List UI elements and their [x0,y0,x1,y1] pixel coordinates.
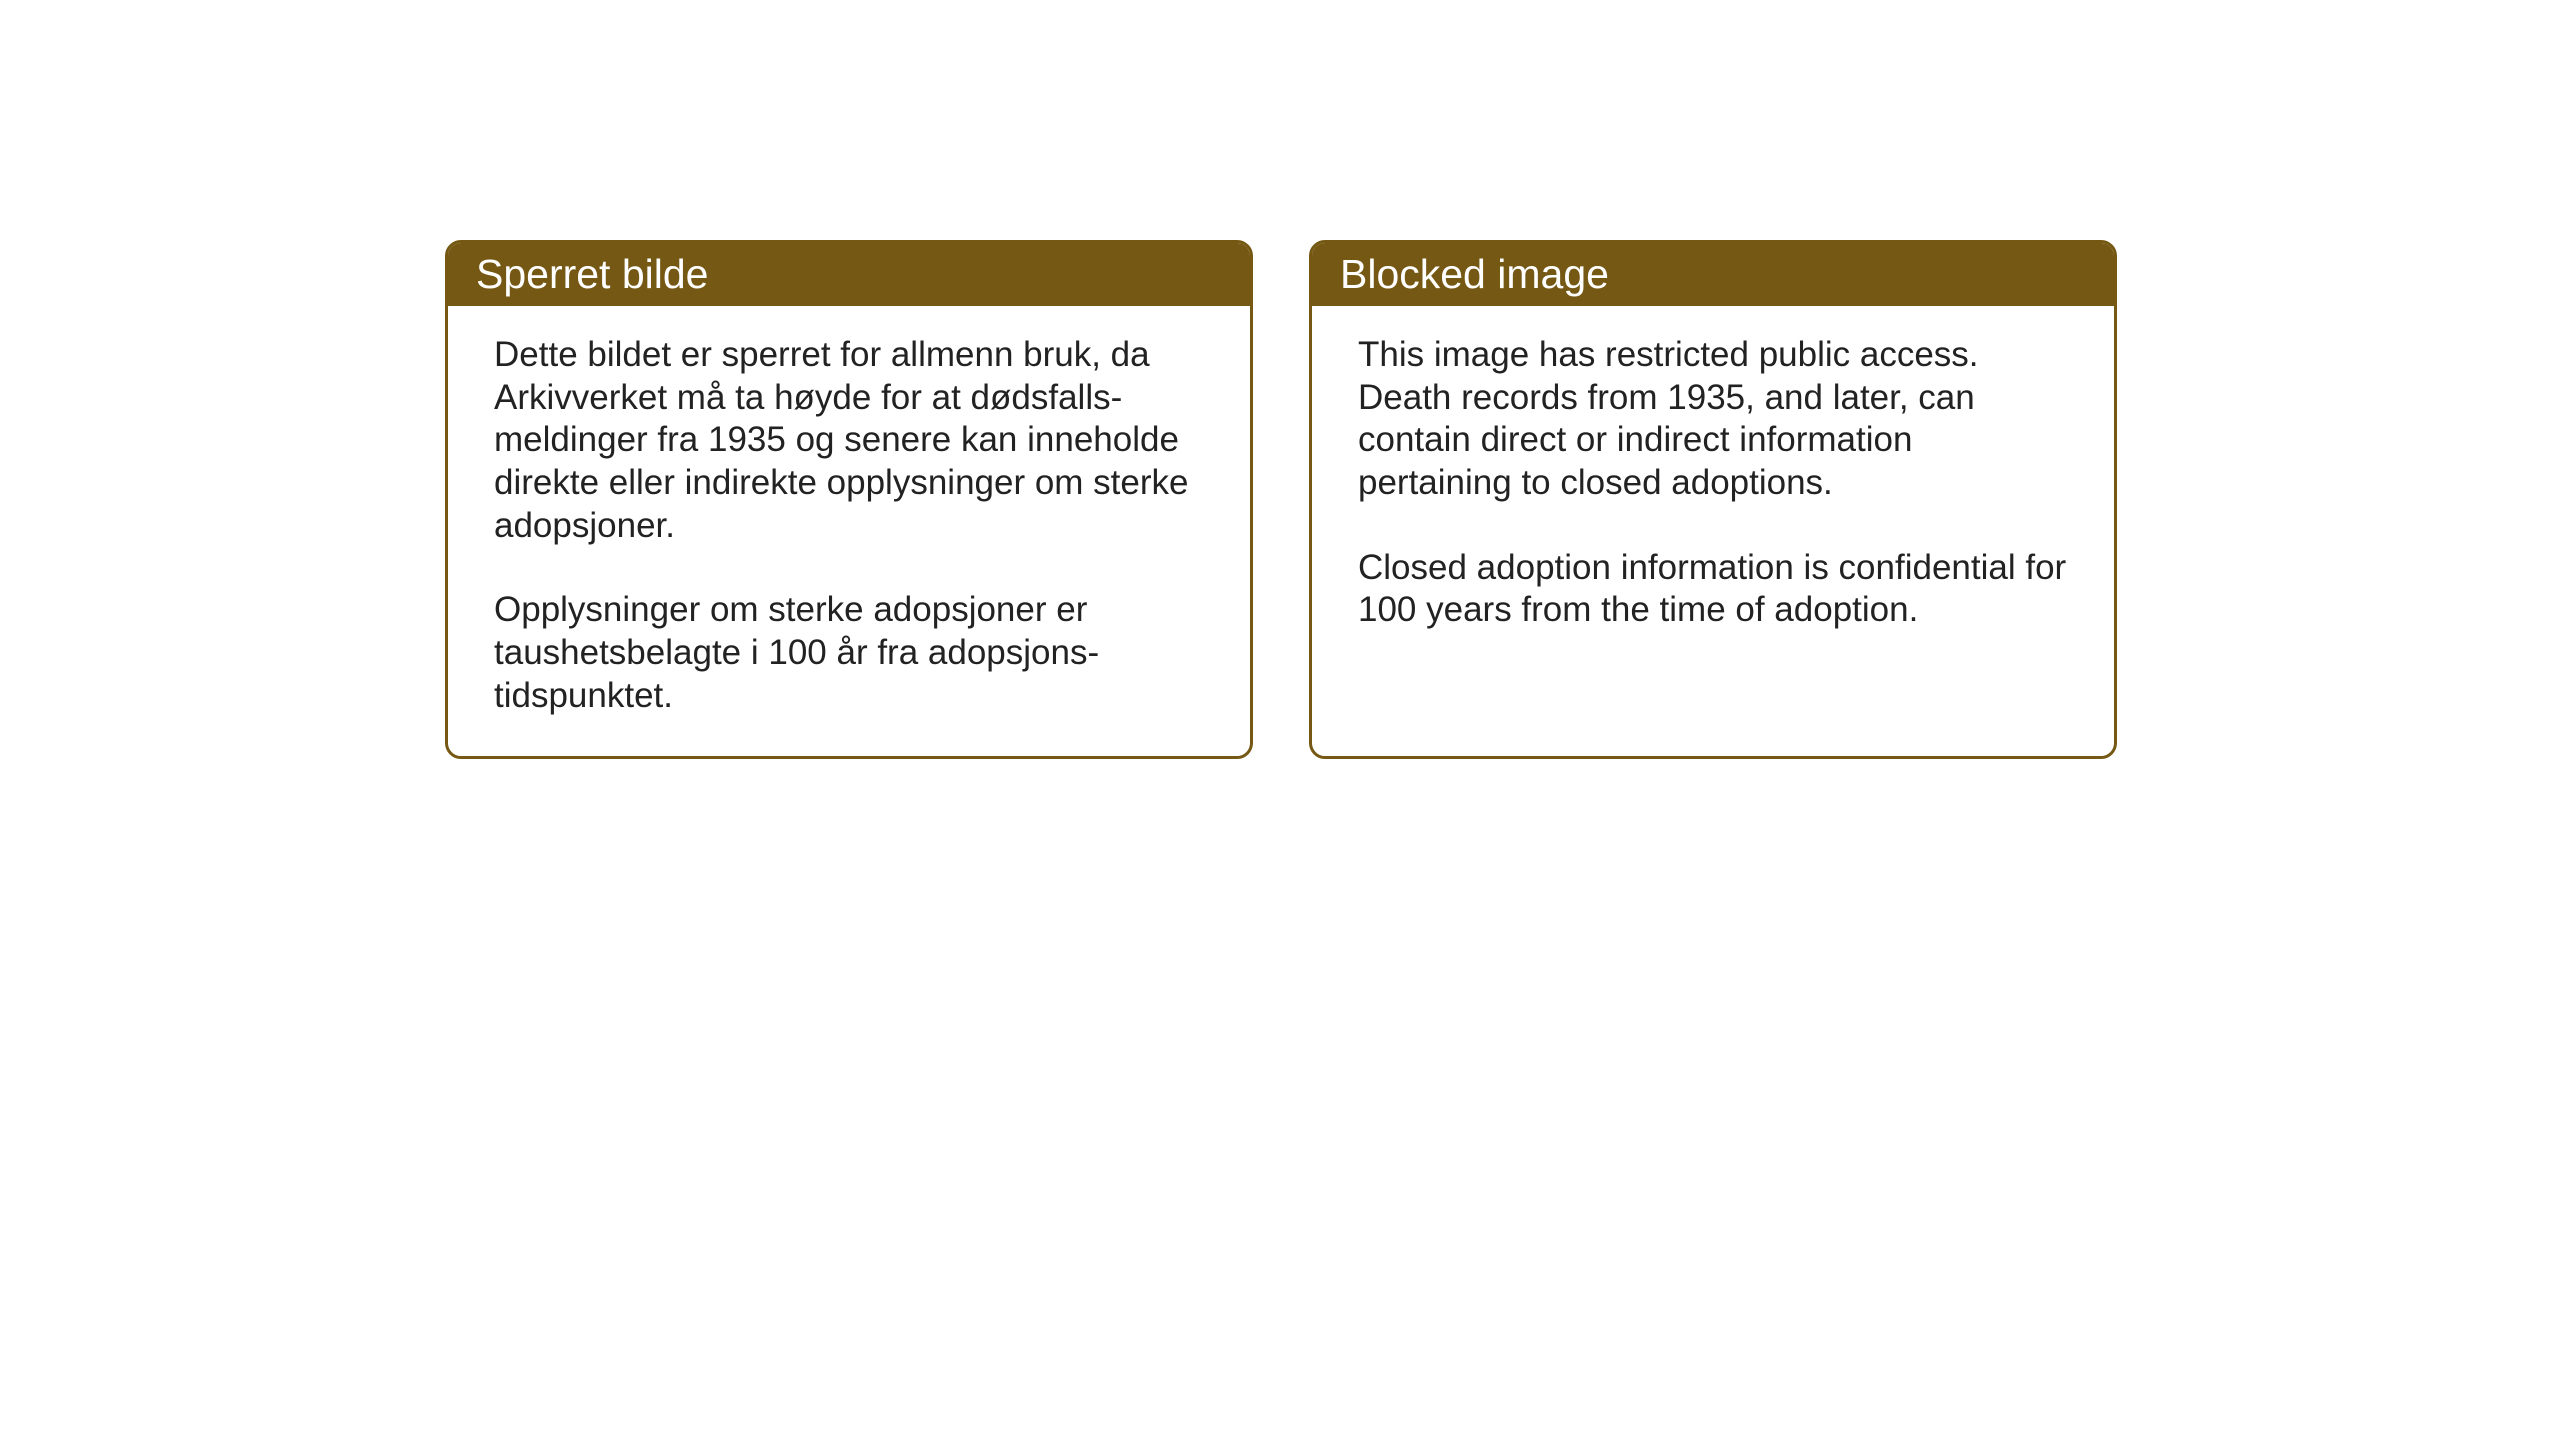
card-english: Blocked image This image has restricted … [1309,240,2117,759]
card-body-norwegian: Dette bildet er sperret for allmenn bruk… [448,306,1250,756]
card-paragraph: Closed adoption information is confident… [1358,547,2068,632]
card-header-norwegian: Sperret bilde [448,243,1250,306]
card-paragraph: Opplysninger om sterke adopsjoner er tau… [494,589,1204,717]
card-paragraph: Dette bildet er sperret for allmenn bruk… [494,334,1204,547]
card-title: Sperret bilde [476,251,708,297]
card-title: Blocked image [1340,251,1609,297]
card-body-english: This image has restricted public access.… [1312,306,2114,670]
cards-container: Sperret bilde Dette bildet er sperret fo… [445,240,2117,759]
card-norwegian: Sperret bilde Dette bildet er sperret fo… [445,240,1253,759]
card-header-english: Blocked image [1312,243,2114,306]
card-paragraph: This image has restricted public access.… [1358,334,2068,505]
